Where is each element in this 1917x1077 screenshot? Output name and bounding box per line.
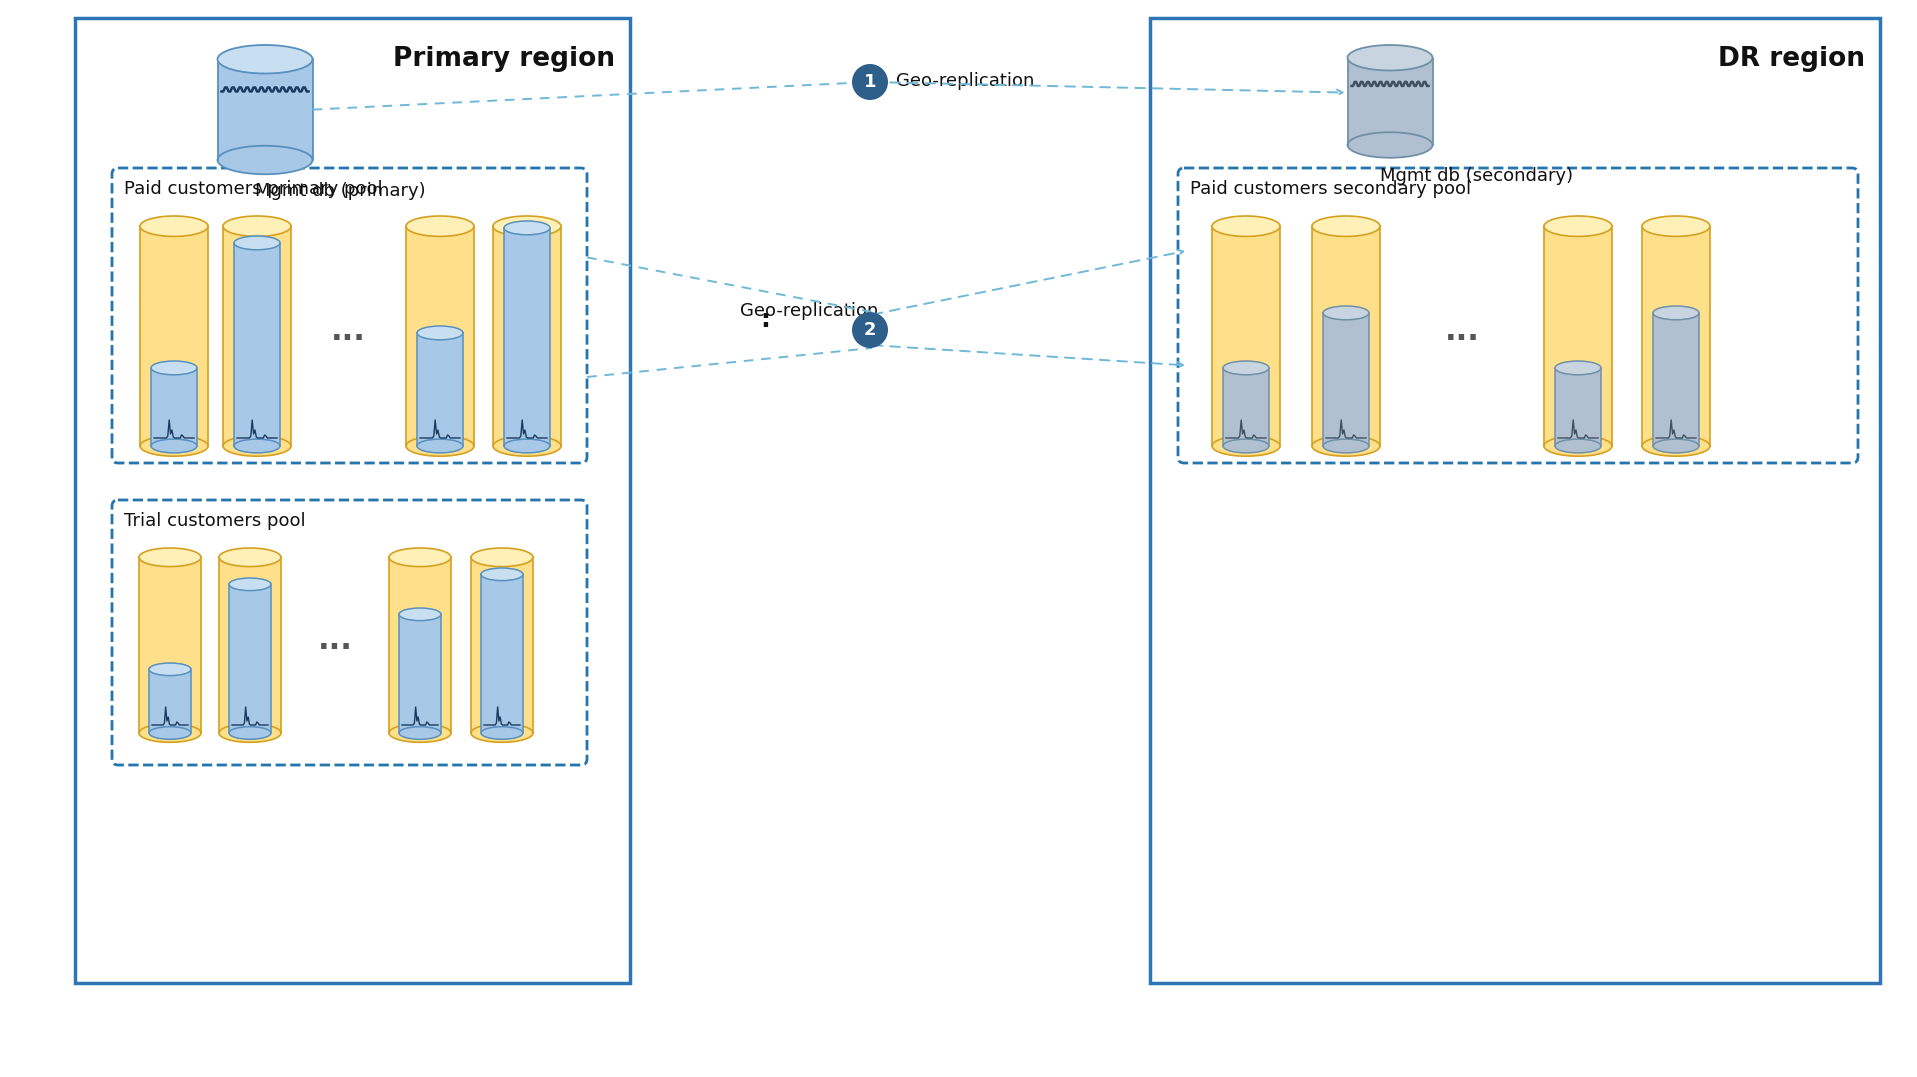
Polygon shape (217, 59, 312, 160)
Ellipse shape (418, 439, 464, 453)
Polygon shape (406, 226, 473, 446)
Ellipse shape (140, 548, 201, 567)
Ellipse shape (481, 727, 523, 739)
Ellipse shape (228, 727, 270, 739)
Text: ...: ... (332, 317, 366, 346)
Text: ...: ... (1445, 317, 1480, 346)
Ellipse shape (1223, 361, 1269, 375)
Circle shape (851, 312, 888, 348)
Ellipse shape (1555, 439, 1601, 453)
Ellipse shape (234, 236, 280, 250)
Text: DR region: DR region (1718, 46, 1865, 72)
Ellipse shape (151, 439, 197, 453)
Polygon shape (151, 368, 197, 446)
Ellipse shape (1543, 436, 1612, 457)
Ellipse shape (151, 361, 197, 375)
Ellipse shape (1643, 216, 1710, 236)
Ellipse shape (399, 727, 441, 739)
Ellipse shape (140, 724, 201, 742)
Ellipse shape (493, 216, 562, 236)
Ellipse shape (504, 221, 550, 235)
Polygon shape (389, 557, 450, 733)
Polygon shape (1348, 58, 1432, 145)
Polygon shape (418, 333, 464, 446)
Polygon shape (140, 226, 209, 446)
Polygon shape (1643, 226, 1710, 446)
Ellipse shape (1652, 439, 1698, 453)
Polygon shape (219, 557, 282, 733)
Ellipse shape (150, 663, 192, 675)
Text: Primary region: Primary region (393, 46, 615, 72)
Ellipse shape (222, 436, 291, 457)
Ellipse shape (1652, 306, 1698, 320)
Ellipse shape (399, 609, 441, 620)
Polygon shape (1223, 368, 1269, 446)
Text: Paid customers secondary pool: Paid customers secondary pool (1190, 180, 1470, 198)
Ellipse shape (1348, 45, 1432, 70)
Polygon shape (399, 614, 441, 733)
Polygon shape (1212, 226, 1281, 446)
Ellipse shape (217, 45, 312, 73)
Ellipse shape (472, 548, 533, 567)
Text: :: : (759, 308, 771, 332)
Ellipse shape (418, 326, 464, 340)
Ellipse shape (222, 216, 291, 236)
Circle shape (851, 64, 888, 100)
Polygon shape (228, 585, 270, 733)
Ellipse shape (1348, 132, 1432, 157)
Polygon shape (1555, 368, 1601, 446)
Ellipse shape (140, 436, 209, 457)
Ellipse shape (504, 439, 550, 453)
Polygon shape (140, 557, 201, 733)
Ellipse shape (406, 216, 473, 236)
Polygon shape (493, 226, 562, 446)
Ellipse shape (1323, 306, 1369, 320)
Text: 2: 2 (865, 321, 876, 339)
Polygon shape (472, 557, 533, 733)
Ellipse shape (1643, 436, 1710, 457)
Polygon shape (1311, 226, 1380, 446)
Ellipse shape (1543, 216, 1612, 236)
Text: Geo-replication: Geo-replication (895, 72, 1035, 90)
Ellipse shape (1555, 361, 1601, 375)
Polygon shape (1323, 313, 1369, 446)
Polygon shape (234, 243, 280, 446)
Text: ...: ... (318, 626, 353, 655)
Ellipse shape (1311, 216, 1380, 236)
Ellipse shape (217, 145, 312, 174)
Ellipse shape (150, 727, 192, 739)
Ellipse shape (1212, 216, 1281, 236)
Ellipse shape (1323, 439, 1369, 453)
Text: Geo-replication: Geo-replication (740, 302, 878, 320)
Ellipse shape (493, 436, 562, 457)
Ellipse shape (389, 548, 450, 567)
Polygon shape (1652, 313, 1698, 446)
Ellipse shape (406, 436, 473, 457)
Ellipse shape (389, 724, 450, 742)
Polygon shape (481, 574, 523, 733)
Polygon shape (150, 669, 192, 733)
Text: Mgmt db (secondary): Mgmt db (secondary) (1380, 167, 1574, 185)
Ellipse shape (234, 439, 280, 453)
Text: Trial customers pool: Trial customers pool (125, 512, 305, 530)
Ellipse shape (228, 578, 270, 590)
Ellipse shape (472, 724, 533, 742)
Text: 1: 1 (865, 73, 876, 90)
Polygon shape (222, 226, 291, 446)
Ellipse shape (1223, 439, 1269, 453)
Ellipse shape (140, 216, 209, 236)
Ellipse shape (1311, 436, 1380, 457)
Ellipse shape (481, 568, 523, 581)
Ellipse shape (219, 724, 282, 742)
Polygon shape (504, 228, 550, 446)
Polygon shape (1543, 226, 1612, 446)
Ellipse shape (219, 548, 282, 567)
Ellipse shape (1212, 436, 1281, 457)
Text: Mgmt db (primary): Mgmt db (primary) (255, 182, 426, 200)
Text: Paid customers primary pool: Paid customers primary pool (125, 180, 383, 198)
